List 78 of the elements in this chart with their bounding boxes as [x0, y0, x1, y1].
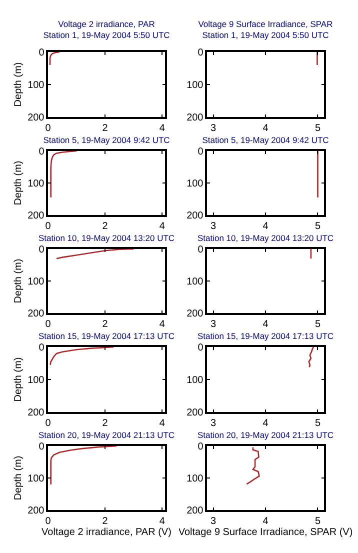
y-tick-label: 200	[186, 506, 204, 516]
x-tick-label: 4	[159, 220, 166, 232]
chart-title: Station 20, 19-May 2004 21:13 UTC	[197, 430, 334, 440]
y-tick-label: 100	[186, 276, 204, 288]
y-tick-label: 100	[186, 474, 204, 484]
x-tick-label: 2	[102, 220, 108, 232]
y-tick-label: 100	[186, 375, 204, 386]
y-tick-label: 200	[28, 308, 45, 320]
y-tick-label: 100	[28, 375, 45, 386]
line-series	[308, 347, 314, 368]
chart-title: Voltage 9 Surface Irradiance, SPAR Station 1, 19-May 2004 5:50 UTC	[198, 19, 333, 40]
y-axis-title: Depth (m)	[13, 62, 24, 107]
chart-title: Station 20, 19-May 2004 21:13 UTC	[38, 430, 175, 440]
y-axis-title: Depth (m)	[13, 456, 24, 500]
y-tick-label: 0	[38, 442, 45, 452]
y-tick-label: 0	[38, 146, 45, 158]
x-tick-label: 5	[314, 318, 321, 330]
x-tick-label: 5	[314, 516, 321, 527]
y-tick-label: 200	[28, 210, 45, 222]
y-tick-label: 200	[28, 506, 45, 516]
x-tick-label: 4	[159, 418, 166, 429]
y-tick-label: 200	[186, 408, 204, 418]
x-tick-label: 4	[159, 122, 166, 134]
y-axis-title: Depth (m)	[13, 258, 24, 304]
y-tick-label: 100	[28, 178, 45, 190]
x-tick-label: 4	[262, 318, 269, 330]
x-tick-label: 2	[102, 418, 108, 429]
y-tick-label: 0	[198, 244, 204, 256]
y-tick-label: 200	[28, 408, 45, 418]
y-axis-title: Depth (m)	[13, 357, 24, 402]
chart-title: Station 15, 19-May 2004 17:13 UTC	[38, 330, 175, 341]
x-tick-label: 4	[262, 418, 269, 429]
chart-title: Station 15, 19-May 2004 17:13 UTC	[197, 330, 334, 341]
y-tick-label: 0	[198, 48, 204, 58]
line-series	[49, 52, 60, 66]
y-tick-label: 100	[186, 178, 204, 190]
x-tick-label: 5	[314, 122, 321, 134]
line-series	[50, 446, 118, 486]
x-tick-label: 4	[262, 122, 269, 134]
y-tick-label: 100	[28, 276, 45, 288]
y-axis-title: Depth (m)	[13, 160, 24, 206]
x-tick-label: 3	[210, 122, 216, 134]
y-tick-label: 0	[198, 342, 204, 354]
line-series	[246, 446, 260, 485]
x-tick-label: 3	[210, 318, 216, 330]
y-tick-label: 200	[186, 112, 204, 124]
x-tick-label: 2	[102, 318, 108, 330]
y-tick-label: 0	[38, 48, 45, 58]
x-tick-label: 2	[102, 122, 108, 134]
y-tick-label: 0	[38, 244, 45, 256]
y-tick-label: 100	[186, 80, 204, 91]
line-series	[50, 151, 78, 198]
line-series	[50, 347, 114, 366]
x-tick-label: 5	[314, 418, 321, 429]
x-tick-label: 3	[210, 418, 216, 429]
y-tick-label: 0	[198, 442, 204, 452]
y-tick-label: 200	[186, 210, 204, 222]
line-series	[56, 249, 134, 260]
y-tick-label: 0	[38, 342, 45, 354]
x-tick-label: 4	[159, 516, 166, 527]
y-tick-label: 100	[28, 474, 45, 484]
x-tick-label: 2	[102, 516, 108, 527]
chart-title: Voltage 2 irradiance, PAR Station 1, 19-May 2004 5:50 UTC	[43, 19, 170, 40]
y-tick-label: 100	[28, 80, 45, 91]
y-tick-label: 200	[186, 308, 204, 320]
y-tick-label: 0	[198, 146, 204, 158]
x-tick-label: 4	[262, 516, 269, 527]
chart-title: Station 5, 19-May 2004 9:42 UTC	[202, 134, 329, 145]
chart-title: Station 10, 19-May 2004 13:20 UTC	[197, 232, 334, 243]
x-tick-label: 3	[210, 516, 216, 527]
chart-title: Station 10, 19-May 2004 13:20 UTC	[38, 232, 175, 243]
x-tick-label: 4	[159, 318, 166, 330]
x-tick-label: 4	[262, 220, 269, 232]
chart-title: Station 5, 19-May 2004 9:42 UTC	[43, 134, 170, 145]
y-tick-label: 200	[28, 112, 45, 124]
x-tick-label: 5	[314, 220, 321, 232]
x-tick-label: 3	[210, 220, 216, 232]
x-axis-title: Voltage 2 irradiance, PAR (V)	[42, 526, 172, 538]
